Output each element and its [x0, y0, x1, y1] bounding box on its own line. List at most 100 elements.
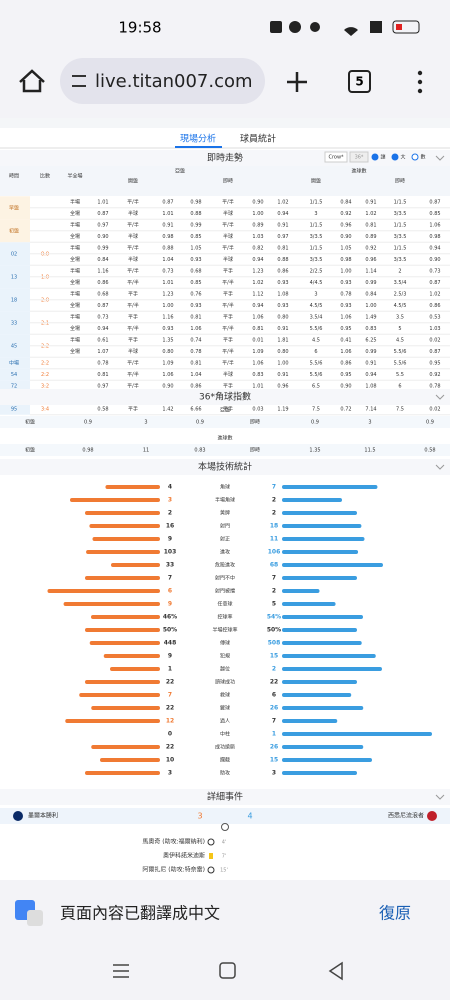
odds-cell: 5 [398, 326, 401, 332]
home-value: 46% [163, 614, 177, 621]
odds-cell: 0.93 [340, 280, 351, 286]
section-title: 詳細事件 [207, 791, 243, 803]
odds-cell: 0.84 [340, 200, 351, 206]
odds-cell: 0.86 [340, 361, 351, 367]
row-kind: 全場 [70, 256, 80, 263]
odds-cell: 4.5 [312, 338, 320, 344]
home-value: 33 [166, 562, 174, 569]
away-bar [282, 719, 338, 723]
home-bar [47, 589, 160, 593]
home-bar [86, 550, 160, 554]
collapse-arrow[interactable] [435, 794, 445, 800]
label: 時間 [9, 174, 19, 180]
tab[interactable]: 現場分析 [180, 133, 216, 145]
score: 2:2 [41, 372, 49, 378]
odds-cell: 平/半 [127, 371, 139, 378]
odds-cell: 半球 [223, 256, 233, 263]
odds-cell: 0.9 [311, 420, 319, 426]
home-bar [63, 602, 161, 606]
odds-cell: 7.5 [312, 407, 320, 413]
nav-home[interactable] [219, 962, 236, 979]
collapse-arrow[interactable] [435, 464, 445, 470]
home-bar [85, 628, 160, 632]
company-select[interactable] [324, 151, 348, 163]
odds-cell: 0.90 [340, 234, 351, 240]
odds-cell: 0.78 [190, 349, 201, 355]
section-title: 本場技術統計 [198, 461, 252, 473]
home-bar [105, 485, 160, 489]
odds-cell: 平/半 [127, 279, 139, 286]
odds-cell: 0.53 [429, 315, 440, 321]
stat-label: 進攻 [220, 549, 230, 556]
restore-button[interactable]: 復原 [379, 904, 411, 923]
odds-cell: 1.49 [365, 315, 376, 321]
odds-cell: 1.08 [277, 292, 288, 298]
home-value: 7 [168, 692, 172, 699]
minute-select[interactable] [349, 151, 369, 163]
odds-cell: 0.93 [162, 326, 173, 332]
home-bar [85, 511, 160, 515]
collapse-arrow[interactable] [435, 155, 445, 161]
odds-cell: 0.81 [365, 223, 376, 229]
odds-row [0, 416, 450, 428]
row-kind: 半場 [70, 268, 80, 275]
home-bar [100, 758, 160, 762]
site-settings-icon[interactable] [72, 75, 86, 87]
odds-cell: 1.35 [309, 448, 320, 454]
tab-switcher[interactable] [348, 70, 371, 93]
goal-icon [207, 866, 215, 874]
odds-cell: 1.01 [97, 200, 108, 206]
odds-cell: 11.5 [364, 448, 375, 454]
odds-cell: 0.96 [340, 223, 351, 229]
option-radio[interactable] [411, 153, 419, 161]
nav-bar [0, 950, 450, 1000]
row-kind: 半場 [70, 245, 80, 252]
odds-cell: 0.93 [190, 257, 201, 263]
odds-cell: 半球 [223, 371, 233, 378]
odds-cell: 2.5/3 [394, 292, 407, 298]
away-value: 7 [272, 484, 276, 491]
odds-cell: 0.41 [340, 338, 351, 344]
sub-header: 亞盤 [220, 407, 230, 414]
odds-cell: 1.01 [252, 384, 263, 390]
row-label: 即時 [250, 420, 260, 426]
row-kind: 全場 [70, 325, 80, 332]
label: 即時 [223, 179, 233, 185]
new-tab-button[interactable] [287, 72, 307, 92]
odds-cell: 0.90 [97, 234, 108, 240]
odds-cell: 3 [144, 420, 147, 426]
nav-recent[interactable] [113, 964, 129, 978]
away-bar [282, 498, 342, 502]
option-radio[interactable] [391, 153, 399, 161]
odds-cell: 4.5 [396, 338, 404, 344]
label: 半全場 [67, 173, 82, 180]
home-bar [103, 654, 160, 658]
home-button[interactable] [19, 69, 45, 93]
row-kind: 半場 [70, 199, 80, 206]
nav-back[interactable] [328, 961, 343, 981]
away-value: 15 [270, 653, 278, 660]
url-bar[interactable] [60, 58, 265, 104]
home-value: 4 [168, 484, 172, 491]
menu-button[interactable] [417, 70, 423, 94]
away-value: 54% [267, 614, 281, 621]
odds-cell: 0.86 [429, 303, 440, 309]
odds-cell: 3 [314, 211, 317, 217]
odds-cell: 3/3.5 [394, 234, 407, 240]
away-bar [282, 758, 372, 762]
odds-cell: 0.86 [190, 384, 201, 390]
stat-label: 射門被擋 [215, 588, 235, 595]
away-value: 26 [270, 705, 278, 712]
option-radio[interactable] [371, 153, 379, 161]
away-value: 50% [267, 627, 281, 634]
event-player: 阿爾扎尼 (助攻:特奈雷) [142, 866, 205, 874]
odds-cell: 1/1.5 [310, 200, 323, 206]
away-value: 3 [272, 770, 276, 777]
section-header [0, 789, 450, 805]
collapse-arrow[interactable] [435, 394, 445, 400]
odds-cell: 6 [314, 349, 317, 355]
time: 54 [11, 372, 17, 378]
odds-cell: 半球 [128, 256, 138, 263]
tab[interactable]: 球員統計 [240, 133, 276, 145]
